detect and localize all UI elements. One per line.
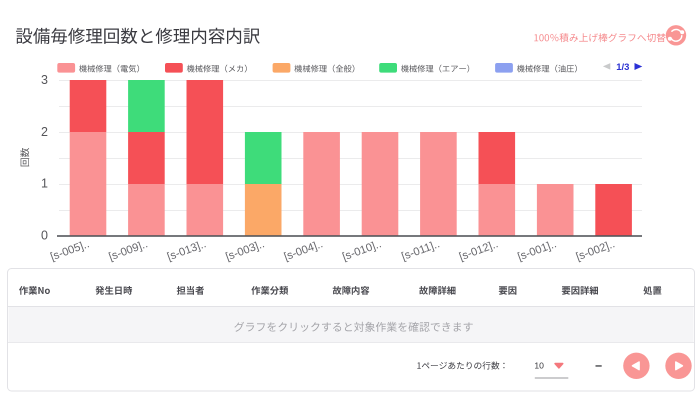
svg-text:2: 2 [41, 125, 48, 139]
svg-text:10: 10 [534, 361, 544, 371]
svg-text:1/3: 1/3 [616, 62, 629, 73]
svg-text:0: 0 [41, 229, 48, 243]
svg-text:1: 1 [41, 177, 48, 191]
svg-text:3: 3 [41, 73, 48, 87]
